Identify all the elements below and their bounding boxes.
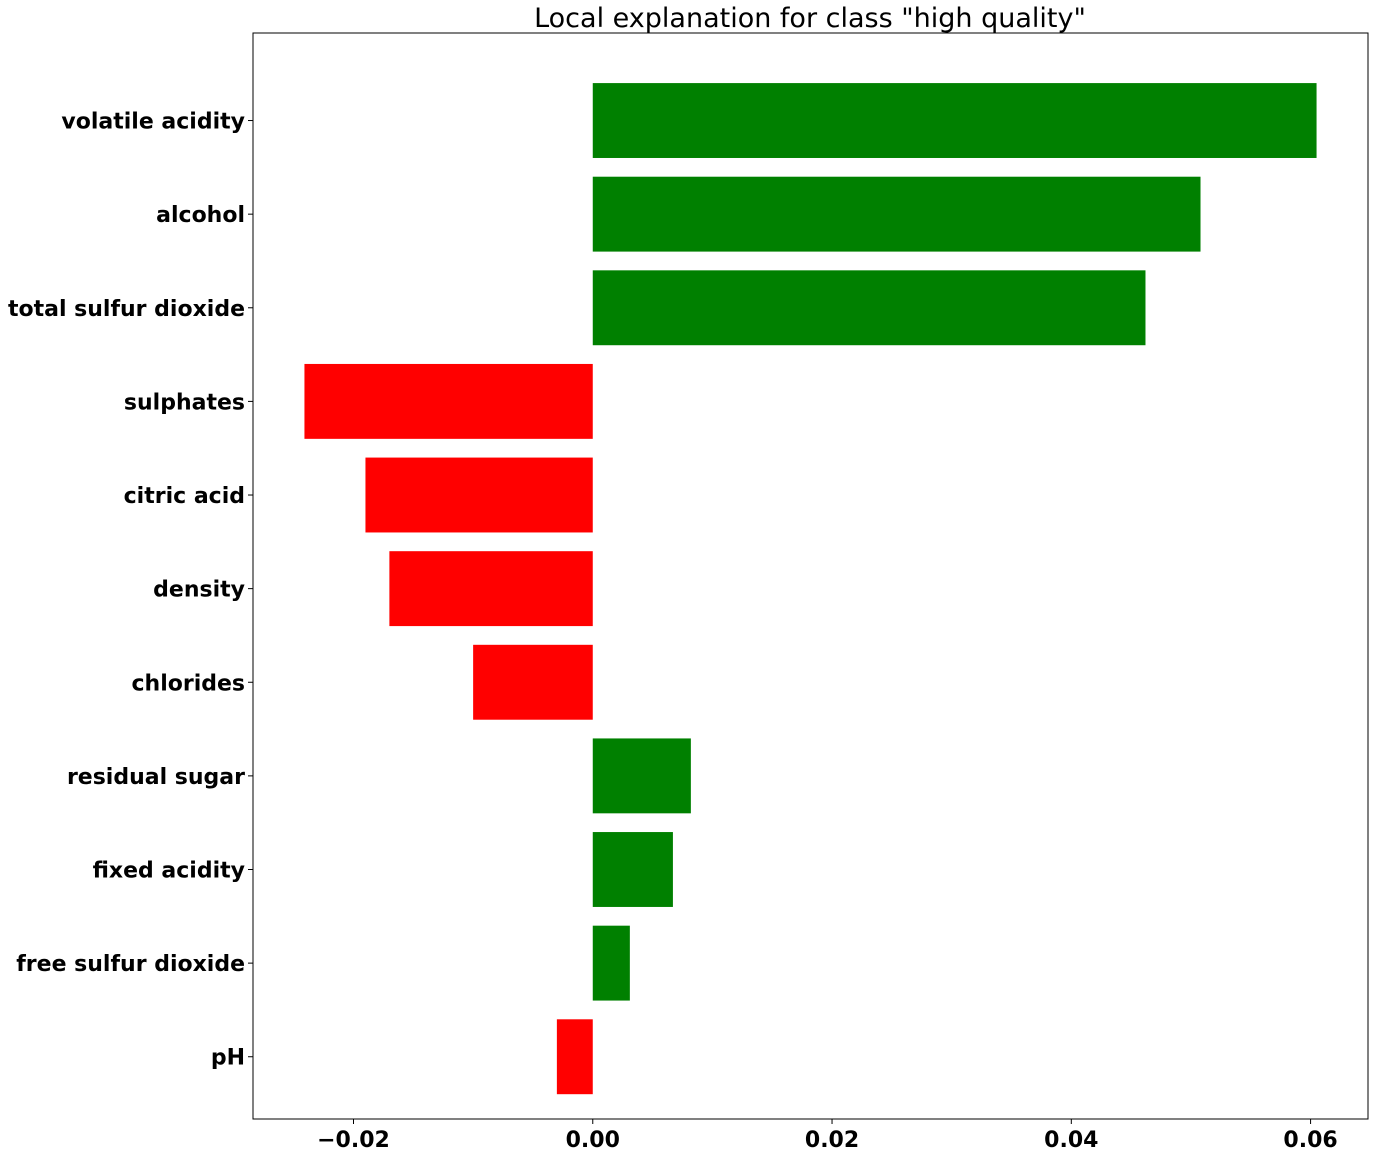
x-tick-label: −0.02 [317,1128,390,1153]
y-tick-label: free sulfur dioxide [16,952,245,977]
x-tick-label: 0.00 [566,1128,620,1153]
bar [592,83,1317,158]
bar [304,363,593,439]
y-tick-label: residual sugar [67,765,245,790]
y-tick-label: pH [211,1046,245,1071]
chart-title: Local explanation for class "high qualit… [534,3,1086,34]
bar [592,176,1201,252]
plot-frame [252,32,1369,1120]
bar [592,832,673,907]
y-axis: volatile acidity alcohol total sulfur diox… [8,110,253,1071]
bar [592,270,1146,346]
x-tick-label: 0.06 [1283,1128,1337,1153]
x-tick-label: 0.02 [805,1128,859,1153]
bar [365,457,593,533]
y-tick-label: sulphates [124,390,245,415]
x-axis: −0.02 0.00 0.02 0.04 0.06 [317,1119,1338,1153]
y-tick-label: fixed acidity [93,859,245,884]
y-tick-label: density [153,578,245,603]
bar [592,738,691,814]
bars-group [304,83,1317,1095]
y-tick-label: volatile acidity [61,110,245,135]
x-tick-label: 0.04 [1044,1128,1098,1153]
bar [389,551,593,627]
y-tick-label: alcohol [156,203,245,228]
bar [556,1019,593,1095]
y-tick-label: chlorides [131,671,245,696]
bar [473,644,593,720]
bar [592,925,630,1001]
y-tick-label: citric acid [124,484,245,509]
y-tick-label: total sulfur dioxide [8,297,245,322]
